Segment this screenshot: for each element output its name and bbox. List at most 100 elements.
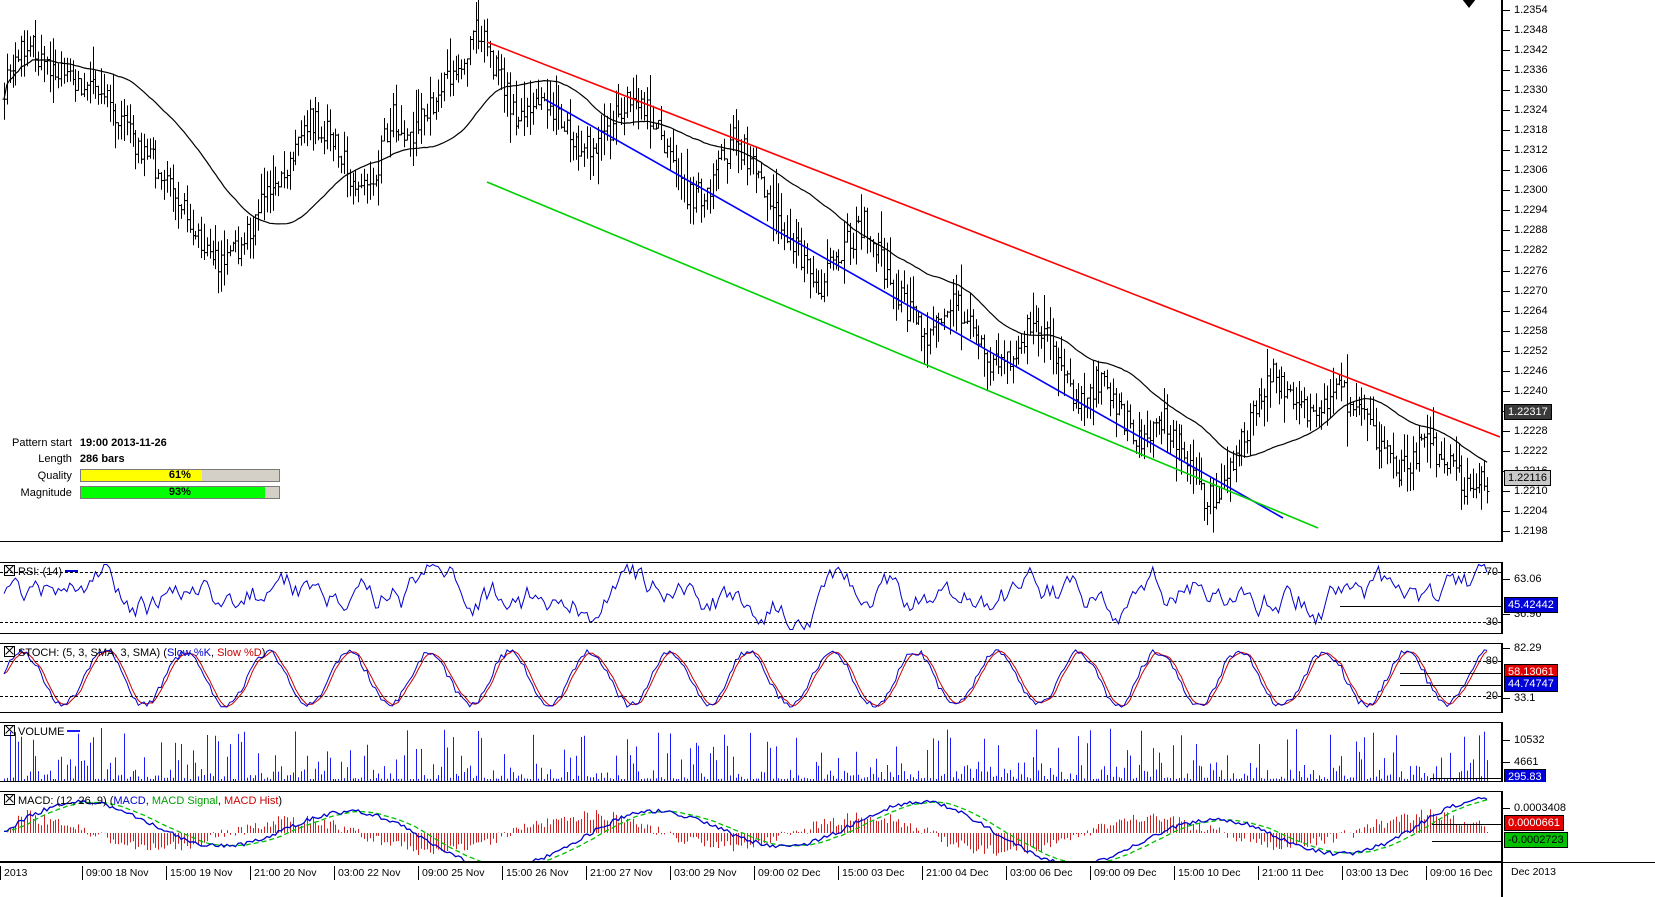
time-axis-label: 21:00 11 Dec [1258, 866, 1324, 880]
volume-value-badge[interactable]: 295.83 [1504, 769, 1546, 782]
price-axis-tick [1503, 510, 1510, 512]
macd-legend-sep1: , [145, 795, 152, 807]
pattern-start-label: Pattern start [12, 437, 72, 449]
price-axis-tick [1503, 490, 1510, 492]
price-axis-tick-label: 1.2204 [1514, 504, 1548, 517]
sma-line [3, 59, 1488, 463]
stoch-d-last-line [1400, 673, 1501, 674]
stoch-axis-tick [1503, 648, 1510, 649]
pattern-length-value: 286 bars [79, 453, 125, 465]
price-plot-area[interactable] [0, 0, 1502, 542]
rsi-lower-band [0, 622, 1501, 623]
price-axis-tick [1503, 170, 1510, 172]
time-axis-label: 21:00 27 Nov [586, 866, 652, 880]
macd-value-badge[interactable]: -0.0002723 [1504, 832, 1568, 848]
stoch-title-end: ) [261, 647, 266, 659]
price-axis[interactable]: 1.2354 1.2348 1.2342 1.2336 1.2330 1.2324 1.23… [1502, 0, 1655, 542]
pattern-length-label: Length [38, 453, 72, 465]
volume-axis[interactable]: 10532 4661 295.83 [1502, 722, 1655, 782]
time-axis-label: 03:00 29 Nov [670, 866, 736, 880]
macd-hist-legend: MACD Hist [224, 795, 279, 807]
rsi-color-swatch [65, 570, 79, 572]
macd-plot-area[interactable]: MACD: (12, 26, 9) (MACD, MACD Signal, MA… [0, 791, 1502, 862]
quality-bar-cell: 61% [76, 467, 284, 484]
stoch-plot-area[interactable]: STOCH: (5, 3, SMA, 3, SMA) (Slow %K, Slo… [0, 643, 1502, 713]
stoch-axis-tick-label: 82.29 [1514, 643, 1542, 654]
rsi-title-text: RSI: (14) [18, 566, 63, 578]
price-series-svg [2, 0, 1500, 533]
channel-midline [545, 99, 1284, 519]
rsi-plot-area[interactable]: RSI: (14) 70 30 [0, 562, 1502, 634]
macd-panel[interactable]: MACD: (12, 26, 9) (MACD, MACD Signal, MA… [0, 791, 1655, 862]
magnitude-bar-cell: 93% [76, 484, 284, 501]
quality-label: Quality [37, 469, 72, 482]
crosshair-marker-icon [1462, 0, 1476, 8]
magnitude-label: Magnitude [20, 486, 72, 499]
macd-series-svg [3, 796, 1488, 861]
price-axis-tick-label: 1.2294 [1514, 204, 1548, 217]
volume-title[interactable]: VOLUME [4, 725, 81, 738]
macd-value-badge[interactable]: 0.0000661 [1504, 815, 1564, 831]
time-axis[interactable]: 2013 09:00 18 Nov 15:00 19 Nov 21:00 20 Nov… [0, 862, 1502, 897]
pattern-info-panel: Pattern start 19:00 2013-11-26 Length 28… [8, 435, 284, 501]
time-axis-label: 09:00 16 Dec [1426, 866, 1492, 880]
close-icon[interactable] [4, 794, 15, 805]
time-axis-label: 15:00 03 Dec [838, 866, 904, 880]
time-axis-label: 09:00 09 Dec [1090, 866, 1156, 880]
macd-title-end: ) [278, 795, 283, 807]
rsi-series-svg [3, 563, 1488, 631]
rsi-axis-tick-label: 63.06 [1514, 573, 1542, 585]
time-axis-end-label: Dec 2013 [1511, 866, 1556, 878]
price-axis-tick-label: 1.2258 [1514, 324, 1548, 337]
volume-plot-area[interactable]: VOLUME [0, 722, 1502, 782]
stoch-panel[interactable]: STOCH: (5, 3, SMA, 3, SMA) (Slow %K, Slo… [0, 643, 1655, 713]
macd-axis[interactable]: 0.0003408 0.0000661 -0.0002723 [1502, 791, 1655, 862]
time-axis-label: 15:00 26 Nov [502, 866, 568, 880]
price-axis-tick-label: 1.2342 [1514, 44, 1548, 57]
volume-panel[interactable]: VOLUME 10532 4661 295.83 [0, 722, 1655, 782]
rsi-title[interactable]: RSI: (14) [4, 565, 79, 578]
stoch-title[interactable]: STOCH: (5, 3, SMA, 3, SMA) (Slow %K, Slo… [4, 646, 265, 659]
time-axis-label: 03:00 22 Nov [334, 866, 400, 880]
price-axis-tick-label: 1.2222 [1514, 444, 1548, 457]
close-icon[interactable] [4, 725, 15, 736]
quality-progress-bar: 61% [79, 469, 280, 482]
time-axis-origin-label: 2013 [0, 866, 27, 880]
price-axis-tick [1503, 210, 1510, 212]
close-icon[interactable] [4, 565, 15, 576]
price-axis-tick-label: 1.2300 [1514, 184, 1548, 197]
stoch-upper-band [0, 661, 1501, 662]
price-axis-tick-label: 1.2312 [1514, 144, 1548, 157]
stoch-axis[interactable]: 82.29 33.1 58.13061 44.74747 [1502, 643, 1655, 713]
close-icon[interactable] [4, 646, 15, 657]
macd-hist-last-line [1432, 824, 1501, 825]
price-axis-tick-label: 1.2198 [1514, 525, 1548, 537]
macd-axis-tick [1503, 808, 1510, 809]
price-marker-badge[interactable]: 1.22116 [1504, 470, 1551, 486]
price-axis-tick [1503, 150, 1510, 152]
rsi-value-badge[interactable]: 45.42442 [1504, 597, 1558, 613]
macd-axis-tick-label: 0.0003408 [1514, 802, 1566, 814]
stoch-title-text: STOCH: (5, 3, SMA, 3, SMA) ( [18, 647, 167, 659]
price-axis-tick-label: 1.2324 [1514, 104, 1548, 117]
price-axis-tick-label: 1.2252 [1514, 344, 1548, 357]
stoch-series-svg [3, 648, 1488, 708]
price-panel[interactable]: 1.2354 1.2348 1.2342 1.2336 1.2330 1.2324 1.23… [0, 0, 1655, 542]
price-marker-badge[interactable]: 1.22317 [1504, 404, 1552, 420]
pattern-quality-row: Quality 61% [8, 467, 284, 484]
rsi-axis[interactable]: 63.06 36.96 45.42442 [1502, 562, 1655, 634]
price-axis-tick-label: 1.2228 [1514, 424, 1548, 437]
magnitude-progress-bar: 93% [79, 486, 280, 499]
rsi-panel[interactable]: RSI: (14) 70 30 63.06 36.96 45.42442 [0, 562, 1655, 634]
stoch-lower-band-label: 20 [1485, 690, 1498, 702]
price-axis-tick [1503, 10, 1510, 11]
price-axis-tick-label: 1.2288 [1514, 224, 1548, 237]
volume-series-svg [4, 728, 1488, 781]
time-axis-label: 21:00 20 Nov [250, 866, 316, 880]
rsi-upper-band [0, 572, 1501, 573]
stoch-value-badge[interactable]: 44.74747 [1504, 676, 1558, 692]
price-axis-tick [1503, 430, 1510, 432]
macd-title[interactable]: MACD: (12, 26, 9) (MACD, MACD Signal, MA… [4, 794, 282, 807]
macd-last-line [1432, 841, 1501, 842]
